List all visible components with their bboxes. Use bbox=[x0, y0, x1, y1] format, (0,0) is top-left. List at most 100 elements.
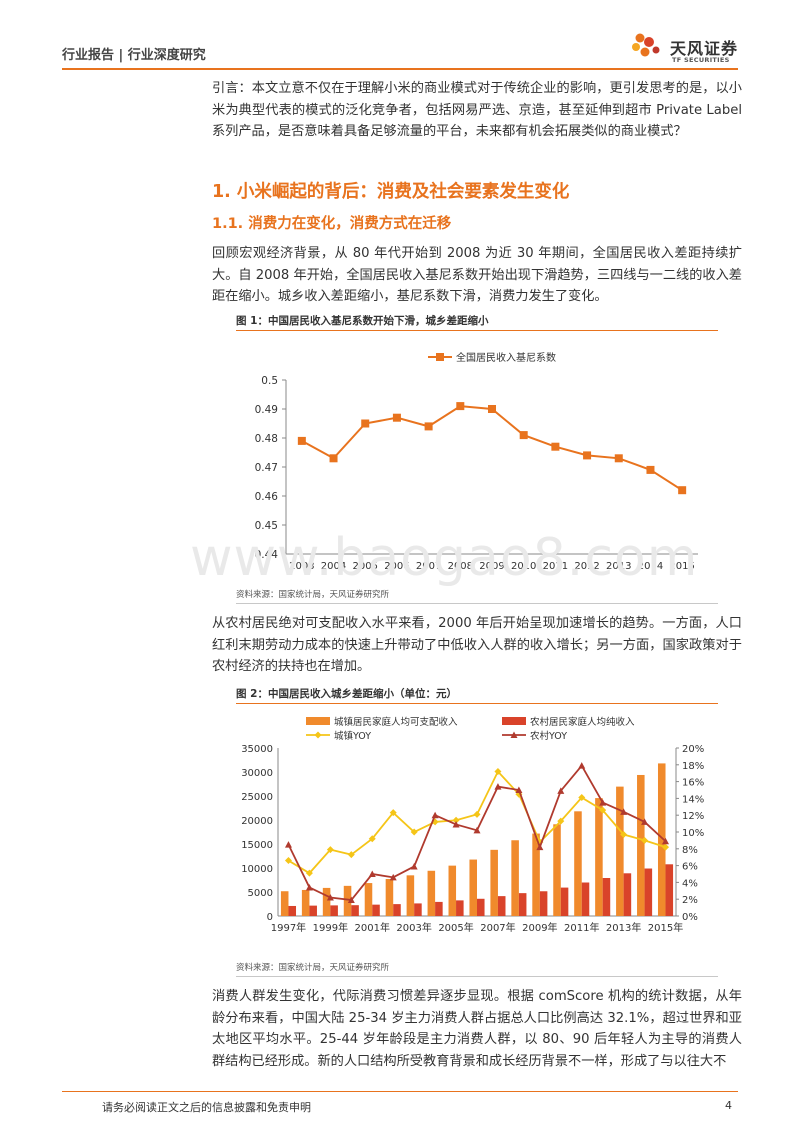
x-tick-label: 2005年 bbox=[438, 921, 473, 934]
urban-yoy-point bbox=[494, 768, 502, 776]
gini-data-point bbox=[297, 436, 306, 445]
right-y-tick-label: 8% bbox=[682, 845, 698, 856]
rural-income-bar bbox=[497, 896, 506, 916]
rural-yoy-point bbox=[305, 883, 313, 891]
logo-petal bbox=[632, 43, 640, 51]
gini-data-point bbox=[488, 405, 496, 413]
urban-yoy-point bbox=[389, 809, 397, 817]
gini-data-point bbox=[583, 451, 592, 460]
gini-data-point bbox=[361, 419, 370, 428]
y-tick-label: 0.47 bbox=[255, 462, 278, 474]
x-tick-label: 2003 bbox=[289, 561, 314, 572]
legend-urban-bar-label: 城镇居民家庭人均可支配收入 bbox=[334, 716, 458, 728]
figure-2-top-rule bbox=[236, 703, 718, 704]
y-tick-label: 0.5 bbox=[261, 375, 278, 387]
gini-data-point bbox=[678, 486, 687, 495]
rural-yoy-point bbox=[284, 841, 292, 848]
gini-data-point bbox=[424, 422, 433, 431]
urban-income-bar bbox=[322, 887, 331, 916]
rural-income-bar bbox=[330, 905, 338, 916]
x-tick-label: 2013年 bbox=[606, 921, 641, 934]
legend-marker bbox=[436, 353, 444, 361]
x-tick-label: 2001年 bbox=[355, 921, 390, 934]
gini-data-point bbox=[392, 413, 401, 422]
urban-income-bar bbox=[385, 879, 394, 916]
legend-urban-bar-swatch bbox=[306, 717, 330, 725]
rural-yoy-point bbox=[641, 818, 649, 825]
y-tick-label: 0.49 bbox=[255, 404, 278, 416]
x-tick-label: 2015 bbox=[669, 561, 694, 572]
figure-2-source: 资料来源：国家统计局，天风证券研究所 bbox=[236, 963, 390, 973]
gini-data-point bbox=[646, 465, 655, 474]
gini-data-point bbox=[551, 442, 560, 451]
rural-income-bar bbox=[477, 898, 485, 916]
left-y-tick-label: 25000 bbox=[241, 792, 273, 803]
left-y-tick-label: 20000 bbox=[241, 816, 273, 827]
rural-income-bar bbox=[665, 864, 674, 916]
x-tick-label: 1997年 bbox=[271, 921, 306, 934]
figure-1-title: 图 1：中国居民收入基尼系数开始下滑，城乡差距缩小 bbox=[236, 315, 489, 327]
x-tick-label: 2009年 bbox=[522, 921, 557, 934]
gini-series-line bbox=[301, 405, 683, 492]
right-y-tick-label: 12% bbox=[682, 811, 704, 822]
gini-data-point bbox=[519, 431, 528, 440]
urban-yoy-point bbox=[557, 817, 565, 825]
right-y-tick-label: 4% bbox=[682, 878, 698, 889]
urban-yoy-point bbox=[599, 806, 607, 814]
urban-income-bar bbox=[301, 889, 310, 916]
x-tick-label: 2013 bbox=[606, 561, 631, 572]
figure-2-bottom-rule bbox=[236, 976, 718, 977]
rural-yoy-point bbox=[410, 862, 418, 870]
right-y-tick-label: 20% bbox=[682, 744, 704, 755]
x-tick-label: 2008 bbox=[448, 561, 473, 572]
urban-income-bar bbox=[574, 811, 582, 916]
page-number: 4 bbox=[725, 1099, 732, 1112]
footer-divider bbox=[62, 1091, 738, 1092]
x-tick-label: 2011年 bbox=[564, 921, 599, 934]
watermark: www.baogao8.com bbox=[190, 528, 699, 588]
rural-income-bar bbox=[581, 882, 590, 916]
rural-yoy-point bbox=[578, 762, 586, 769]
rural-yoy-point bbox=[599, 799, 607, 806]
urban-income-bar bbox=[280, 891, 289, 916]
urban-income-bar bbox=[595, 798, 603, 916]
urban-income-bar bbox=[616, 786, 624, 916]
urban-income-bar bbox=[637, 774, 645, 916]
x-tick-label: 1999年 bbox=[313, 921, 348, 934]
urban-yoy-point bbox=[641, 836, 649, 844]
urban-income-bar bbox=[343, 885, 352, 916]
logo-petal bbox=[635, 33, 645, 43]
x-tick-label: 2014 bbox=[638, 561, 663, 572]
left-y-tick-label: 5000 bbox=[248, 888, 273, 899]
logo-petal bbox=[644, 37, 654, 47]
report-category: 行业报告 | 行业深度研究 bbox=[62, 48, 206, 63]
urban-yoy-point bbox=[368, 835, 376, 843]
urban-yoy-point bbox=[305, 869, 313, 877]
rural-income-bar bbox=[288, 905, 297, 916]
right-y-tick-label: 10% bbox=[682, 828, 704, 839]
urban-income-bar bbox=[406, 875, 415, 916]
rural-yoy-point bbox=[431, 811, 439, 819]
right-y-tick-label: 6% bbox=[682, 862, 698, 873]
right-y-tick-label: 14% bbox=[682, 794, 704, 805]
rural-yoy-point bbox=[326, 894, 334, 901]
legend-rural-yoy-marker bbox=[510, 731, 518, 738]
gini-line-chart: 0.44 0.45 0.46 0.47 0.48 0.49 0.5 2003 2004 2005 2… bbox=[255, 351, 698, 572]
footer-disclaimer: 请务必阅读正文之后的信息披露和免责申明 bbox=[102, 1101, 311, 1114]
x-tick-label: 2015年 bbox=[648, 921, 683, 934]
gini-data-point bbox=[456, 402, 465, 411]
intro-paragraph: 引言：本文立意不仅在于理解小米的商业模式对于传统企业的影响，更引发思考的是，以小… bbox=[212, 81, 742, 139]
rural-income-bar bbox=[309, 905, 317, 916]
figure-1-top-rule bbox=[236, 330, 718, 331]
rural-income-bar bbox=[414, 903, 422, 916]
urban-income-bar bbox=[427, 870, 436, 916]
section-title: 1. 小米崛起的背后：消费及社会要素发生变化 bbox=[212, 182, 570, 202]
right-y-tick-label: 18% bbox=[682, 761, 704, 772]
x-tick-label: 2003年 bbox=[396, 921, 431, 934]
legend-urban-yoy-marker bbox=[314, 731, 322, 739]
rural-yoy-point bbox=[347, 896, 355, 904]
income-gap-combo-chart: 0 5000 10000 15000 20000 25000 30000 35000 0% 2% 4… bbox=[241, 716, 704, 934]
urban-income-bar bbox=[511, 840, 519, 916]
figure-1-bottom-rule bbox=[236, 603, 718, 604]
x-tick-label: 2009 bbox=[479, 561, 504, 572]
